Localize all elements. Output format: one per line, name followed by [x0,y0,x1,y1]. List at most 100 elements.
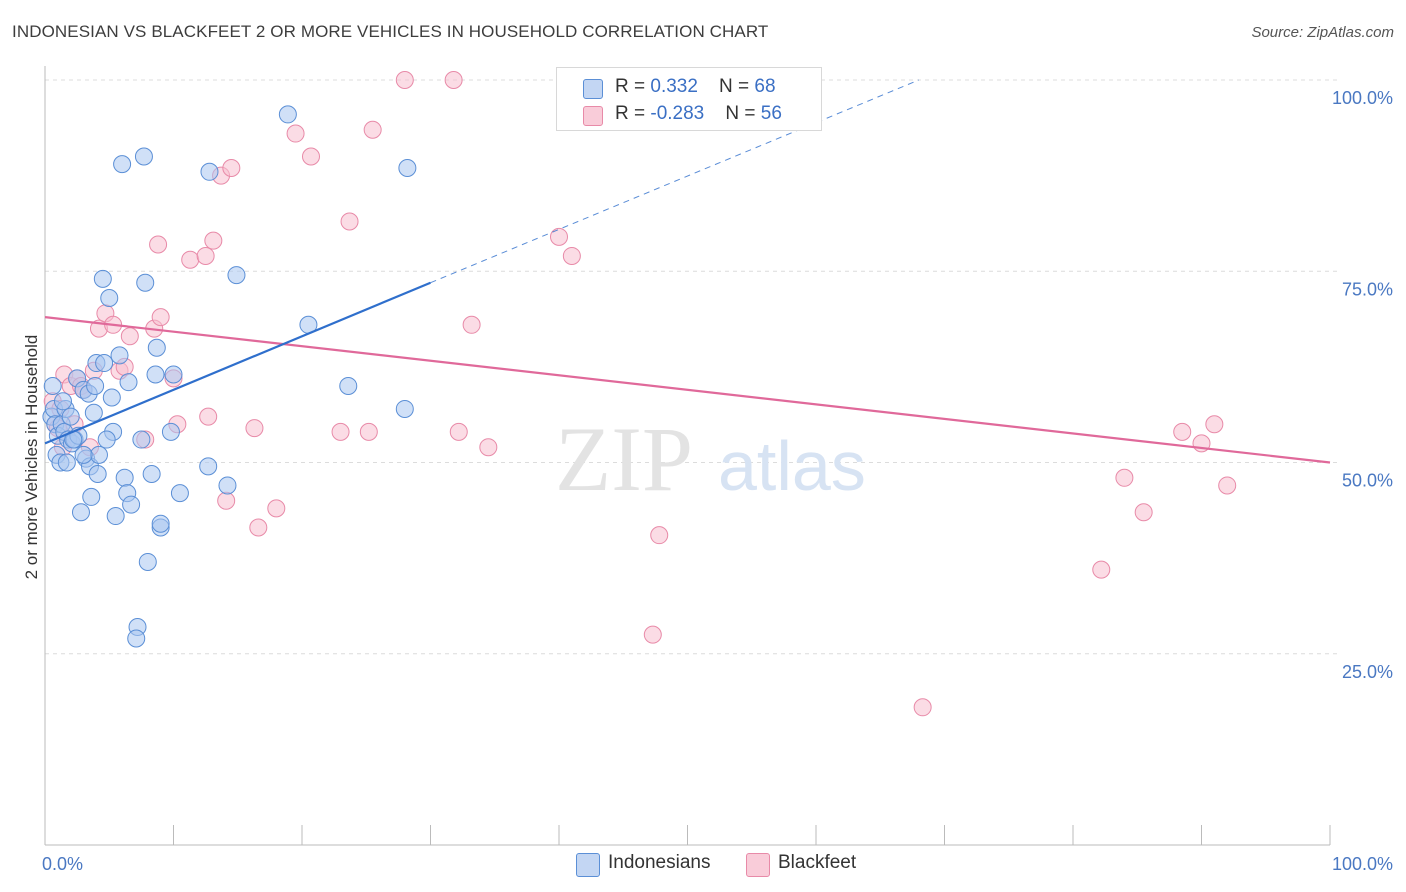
x-tick-min: 0.0% [42,854,83,874]
blackfeet-point [120,327,139,346]
indonesians-point [138,552,157,571]
blackfeet-point [1205,415,1224,434]
blackfeet-point [199,407,218,426]
y-tick-labels: 25.0% 50.0% 75.0% 100.0% [1332,88,1393,682]
legend-r-label: R = [615,76,651,97]
indonesians-point [127,629,146,648]
x-tick-max: 100.0% [1332,854,1393,874]
indonesians-point [122,495,141,514]
blackfeet-point [196,246,215,265]
blackfeet-point [1115,468,1134,487]
blackfeet-point [286,124,305,143]
blackfeet-point [181,250,200,269]
blackfeet-point [359,422,378,441]
indonesians-point [395,399,414,418]
legend-n-label: N = [725,103,761,124]
indonesians-point [88,464,107,483]
y-axis-title: 2 or more Vehicles in Household [22,335,41,580]
blackfeet-point [301,147,320,166]
legend-swatch-indonesians [583,79,603,99]
legend-n-label: N = [719,76,755,97]
indonesians-point [151,514,170,533]
blackfeet-trend-line [44,316,1331,464]
legend-r-value: -0.283 [650,103,705,124]
indonesians-point [106,507,125,526]
indonesians-point [93,269,112,288]
indonesians-point [115,468,134,487]
indonesians-point [170,484,189,503]
indonesians-point [102,388,121,407]
legend-n-value: 68 [754,76,776,97]
blackfeet-point [245,419,264,438]
blackfeet-point [643,625,662,644]
blackfeet-point [267,499,286,518]
y-tick-label: 75.0% [1342,279,1393,299]
y-tick-label: 100.0% [1332,88,1393,108]
indonesians-trend-line [44,281,431,445]
blackfeet-point [449,422,468,441]
legend-r-label: R = [615,103,651,124]
blackfeet-point [204,231,223,250]
indonesians-point [86,377,105,395]
indonesians-point [57,453,76,472]
blackfeet-point [249,518,268,537]
blackfeet-point [562,246,581,265]
indonesians-point [199,457,218,476]
blackfeet-point [331,422,350,441]
blackfeet-point [222,158,241,177]
indonesians-point [146,365,165,384]
legend-n-value: 56 [760,103,782,124]
blackfeet-point [1173,422,1192,441]
indonesians-point [53,392,72,411]
indonesians-point [161,422,180,441]
blackfeet-point [151,308,170,327]
indonesians-point [218,476,237,495]
blackfeet-point [363,120,382,139]
blackfeet-point [913,698,932,717]
blackfeet-point [1134,503,1153,522]
legend-label-indonesians: Indonesians [608,852,711,873]
indonesians-point [136,273,155,292]
blackfeet-point [444,71,463,89]
watermark-atlas: atlas [718,427,866,505]
watermark: ZIP atlas [555,408,866,510]
indonesians-point [119,373,138,392]
blackfeet-point [1218,476,1237,495]
y-tick-label: 50.0% [1342,471,1393,491]
indonesians-point [89,445,108,464]
indonesians-point [100,289,119,308]
indonesians-point [71,503,90,522]
indonesians-point [398,158,417,177]
blackfeet-point [1092,560,1111,579]
indonesians-point [227,266,246,285]
blackfeet-point [340,212,359,231]
blackfeet-point [149,235,168,254]
indonesians-point [339,377,358,395]
swatch-indonesians [576,853,600,877]
indonesians-point [147,338,166,357]
indonesians-point [142,464,161,483]
blackfeet-point [462,315,481,334]
blackfeet-point [217,491,236,510]
indonesians-point [74,445,93,464]
legend-r-value: 0.332 [650,76,698,97]
indonesians-point [132,430,151,449]
blackfeet-point [395,71,414,89]
chart-title: INDONESIAN VS BLACKFEET 2 OR MORE VEHICL… [12,22,769,41]
blackfeet-point [550,227,568,246]
blackfeet-points [43,71,1237,717]
indonesians-point [110,346,129,365]
watermark-zip: ZIP [555,408,693,510]
legend-swatch-blackfeet [583,106,603,126]
indonesians-point [200,162,219,181]
indonesians-point [82,487,101,506]
blackfeet-point [650,526,669,545]
source-label: Source: ZipAtlas.com [1251,24,1394,41]
trend-lines [44,79,1331,464]
legend-label-blackfeet: Blackfeet [778,852,857,873]
blackfeet-point [479,438,498,457]
indonesians-point [113,155,132,174]
indonesians-point [134,147,153,166]
indonesians-point [95,354,114,373]
